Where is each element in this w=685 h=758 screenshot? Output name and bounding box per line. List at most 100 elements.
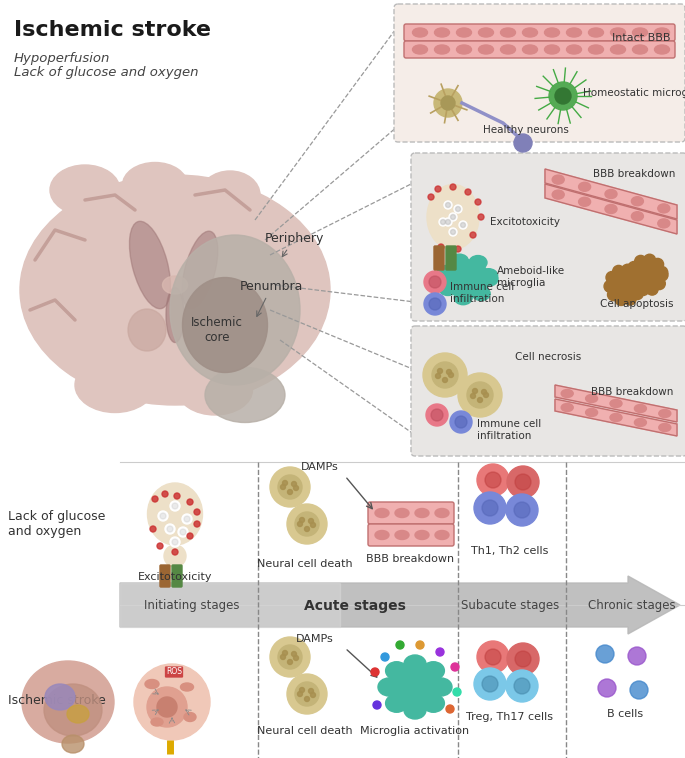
- Ellipse shape: [586, 409, 597, 416]
- Ellipse shape: [386, 662, 408, 680]
- Text: Excitotoxicity: Excitotoxicity: [490, 217, 560, 227]
- Circle shape: [626, 271, 638, 282]
- Ellipse shape: [404, 701, 426, 719]
- Circle shape: [147, 687, 187, 727]
- Circle shape: [449, 213, 457, 221]
- Ellipse shape: [561, 403, 573, 412]
- Circle shape: [450, 184, 456, 190]
- Circle shape: [165, 524, 175, 534]
- Circle shape: [646, 283, 658, 295]
- Text: Microglia activation: Microglia activation: [360, 726, 469, 736]
- Ellipse shape: [632, 211, 643, 221]
- Circle shape: [612, 265, 625, 277]
- Text: Penumbra: Penumbra: [240, 280, 303, 316]
- Ellipse shape: [162, 276, 188, 294]
- Circle shape: [604, 280, 616, 293]
- Text: B cells: B cells: [607, 709, 643, 719]
- Circle shape: [282, 481, 288, 486]
- Ellipse shape: [545, 28, 560, 37]
- Ellipse shape: [439, 281, 457, 296]
- Circle shape: [432, 362, 458, 388]
- Circle shape: [429, 298, 441, 310]
- Text: Healthy neurons: Healthy neurons: [483, 125, 569, 135]
- Circle shape: [644, 254, 656, 266]
- Circle shape: [160, 513, 166, 519]
- Ellipse shape: [415, 531, 429, 540]
- Circle shape: [396, 641, 404, 649]
- Circle shape: [507, 643, 539, 675]
- Ellipse shape: [469, 255, 487, 270]
- Circle shape: [158, 511, 168, 521]
- Ellipse shape: [586, 394, 597, 402]
- Circle shape: [297, 522, 303, 527]
- Circle shape: [451, 215, 456, 220]
- Circle shape: [270, 637, 310, 677]
- Circle shape: [624, 293, 636, 305]
- Text: Lack of glucose
and oxygen: Lack of glucose and oxygen: [8, 510, 105, 538]
- Text: DAMPs: DAMPs: [296, 634, 334, 644]
- Ellipse shape: [145, 679, 159, 688]
- Circle shape: [467, 382, 493, 408]
- Ellipse shape: [445, 260, 490, 298]
- Circle shape: [295, 682, 319, 706]
- Ellipse shape: [561, 390, 573, 397]
- Circle shape: [653, 277, 665, 290]
- Circle shape: [477, 464, 509, 496]
- Ellipse shape: [67, 705, 89, 723]
- Ellipse shape: [375, 509, 389, 518]
- Circle shape: [471, 393, 475, 399]
- Circle shape: [632, 287, 643, 299]
- Circle shape: [628, 262, 640, 274]
- Circle shape: [172, 503, 178, 509]
- Ellipse shape: [579, 197, 590, 206]
- Ellipse shape: [147, 483, 203, 545]
- Ellipse shape: [634, 405, 647, 412]
- Ellipse shape: [610, 414, 622, 421]
- Ellipse shape: [375, 531, 389, 540]
- Circle shape: [549, 82, 577, 110]
- Circle shape: [371, 668, 379, 676]
- Circle shape: [630, 268, 642, 280]
- Circle shape: [514, 134, 532, 152]
- Ellipse shape: [437, 265, 456, 280]
- Ellipse shape: [456, 45, 471, 54]
- Ellipse shape: [605, 205, 617, 214]
- Circle shape: [180, 529, 186, 535]
- Circle shape: [475, 199, 481, 205]
- Circle shape: [443, 377, 447, 383]
- Ellipse shape: [523, 45, 538, 54]
- Ellipse shape: [434, 45, 449, 54]
- Circle shape: [456, 206, 460, 211]
- Circle shape: [656, 269, 668, 281]
- Circle shape: [613, 273, 637, 297]
- Circle shape: [288, 490, 292, 494]
- Circle shape: [441, 96, 455, 110]
- Circle shape: [635, 255, 647, 268]
- Ellipse shape: [472, 287, 490, 301]
- Circle shape: [310, 693, 316, 697]
- Ellipse shape: [404, 655, 426, 673]
- Circle shape: [449, 228, 457, 236]
- Text: Immune cell
infiltration: Immune cell infiltration: [477, 419, 541, 441]
- Circle shape: [450, 411, 472, 433]
- Circle shape: [172, 549, 178, 555]
- Ellipse shape: [423, 662, 445, 680]
- Text: Homeostatic microglia: Homeostatic microglia: [583, 88, 685, 98]
- Circle shape: [651, 258, 664, 271]
- Circle shape: [310, 522, 316, 528]
- Polygon shape: [545, 184, 677, 234]
- Circle shape: [506, 494, 538, 526]
- Ellipse shape: [395, 531, 409, 540]
- Ellipse shape: [588, 28, 603, 37]
- Circle shape: [280, 654, 286, 659]
- Circle shape: [453, 688, 461, 696]
- Circle shape: [170, 501, 180, 511]
- Ellipse shape: [182, 231, 218, 309]
- Circle shape: [451, 230, 456, 234]
- Circle shape: [634, 277, 646, 288]
- Circle shape: [429, 276, 441, 288]
- Text: Cell apoptosis: Cell apoptosis: [600, 299, 673, 309]
- Circle shape: [416, 641, 424, 649]
- Ellipse shape: [22, 661, 114, 743]
- Text: Lack of glucose and oxygen: Lack of glucose and oxygen: [14, 66, 199, 79]
